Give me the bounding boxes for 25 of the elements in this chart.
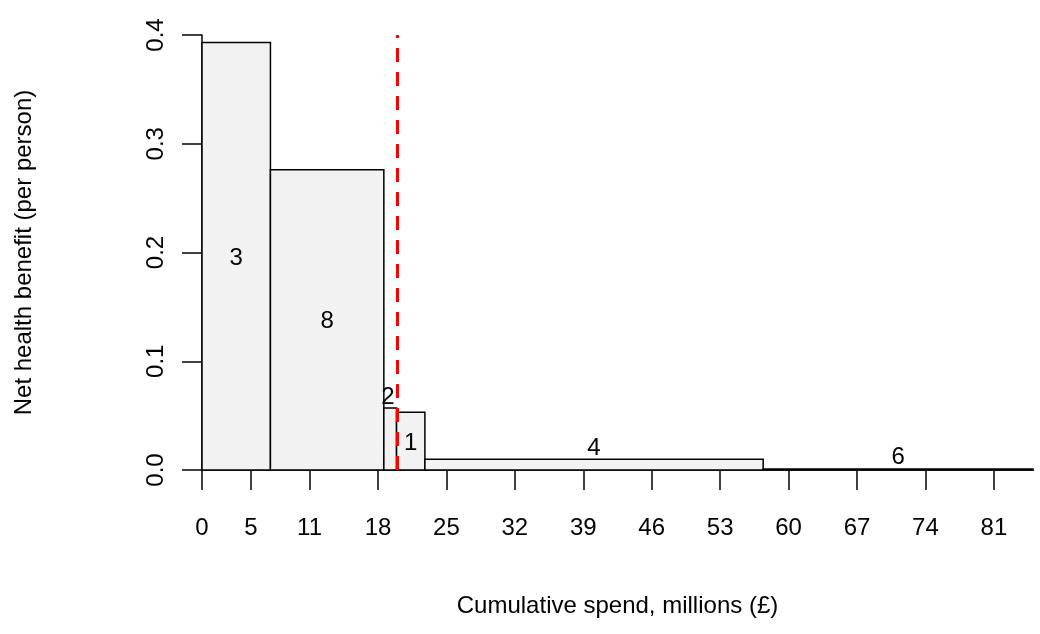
x-tick-label: 46 — [638, 512, 666, 540]
y-tick-label: 0.4 — [140, 18, 168, 52]
x-tick-label: 53 — [706, 512, 734, 540]
annotation: 1 — [404, 427, 418, 455]
y-axis-title: Net health benefit (per person) — [8, 89, 36, 416]
x-tick-label: 25 — [433, 512, 460, 540]
annotation: 3 — [229, 242, 243, 270]
x-tick-label: 11 — [297, 512, 322, 540]
annotation: 6 — [891, 442, 905, 470]
annotation: 8 — [320, 306, 334, 334]
y-tick-label: 0.0 — [140, 453, 168, 487]
x-tick-label: 5 — [244, 512, 258, 540]
y-tick-label: 0.1 — [140, 344, 168, 378]
y-tick-label: 0.3 — [140, 127, 168, 161]
x-tick-label: 0 — [195, 512, 209, 540]
x-tick-label: 60 — [775, 512, 802, 540]
x-tick-label: 81 — [980, 512, 1008, 540]
x-tick-label: 18 — [364, 512, 392, 540]
annotation: 4 — [587, 432, 601, 460]
x-axis-title: Cumulative spend, millions (£) — [456, 590, 779, 618]
x-tick-label: 74 — [912, 512, 939, 540]
x-tick-label: 32 — [501, 512, 529, 540]
x-tick-label: 67 — [843, 512, 871, 540]
x-tick-label: 39 — [569, 512, 597, 540]
y-tick-label: 0.2 — [140, 235, 168, 270]
